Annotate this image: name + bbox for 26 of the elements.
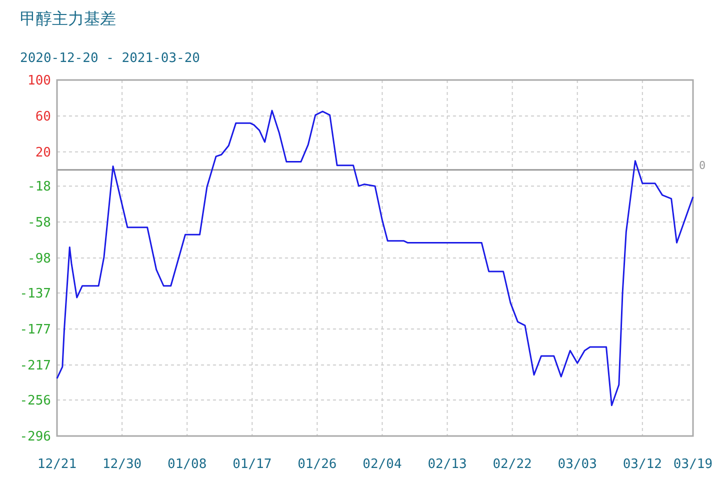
- x-tick-label: 03/03: [558, 457, 597, 472]
- y-tick-label: -58: [28, 216, 51, 231]
- line-series: [56, 110, 694, 406]
- x-tick-label: 02/22: [492, 457, 532, 472]
- x-tick-label: 12/21: [37, 457, 77, 472]
- y-tick-label: -296: [20, 430, 51, 445]
- x-tick-label: 03/19: [673, 457, 713, 472]
- x-tick-label: 01/08: [168, 457, 207, 472]
- y-tick-label: -98: [28, 252, 51, 267]
- ref-line-label: 0: [699, 158, 706, 172]
- y-tick-label: -18: [28, 180, 51, 195]
- x-tick-label: 02/13: [428, 457, 467, 472]
- chart-title: 甲醇主力基差: [20, 9, 116, 28]
- y-tick-label: 100: [28, 74, 51, 89]
- y-tick-label: -137: [20, 286, 51, 302]
- x-tick-label: 12/30: [102, 457, 142, 472]
- x-tick-label: 01/26: [298, 457, 337, 472]
- x-tick-label: 03/12: [622, 457, 662, 472]
- chart-subtitle: 2020-12-20 - 2021-03-20: [20, 51, 200, 66]
- y-tick-label: -217: [20, 358, 51, 374]
- x-tick-label: 01/17: [232, 457, 272, 472]
- y-tick-label: -177: [20, 322, 51, 338]
- y-tick-label: 60: [35, 110, 51, 125]
- y-tick-label: 20: [35, 145, 51, 160]
- x-tick-label: 02/04: [362, 457, 402, 472]
- y-tick-label: -256: [20, 394, 51, 409]
